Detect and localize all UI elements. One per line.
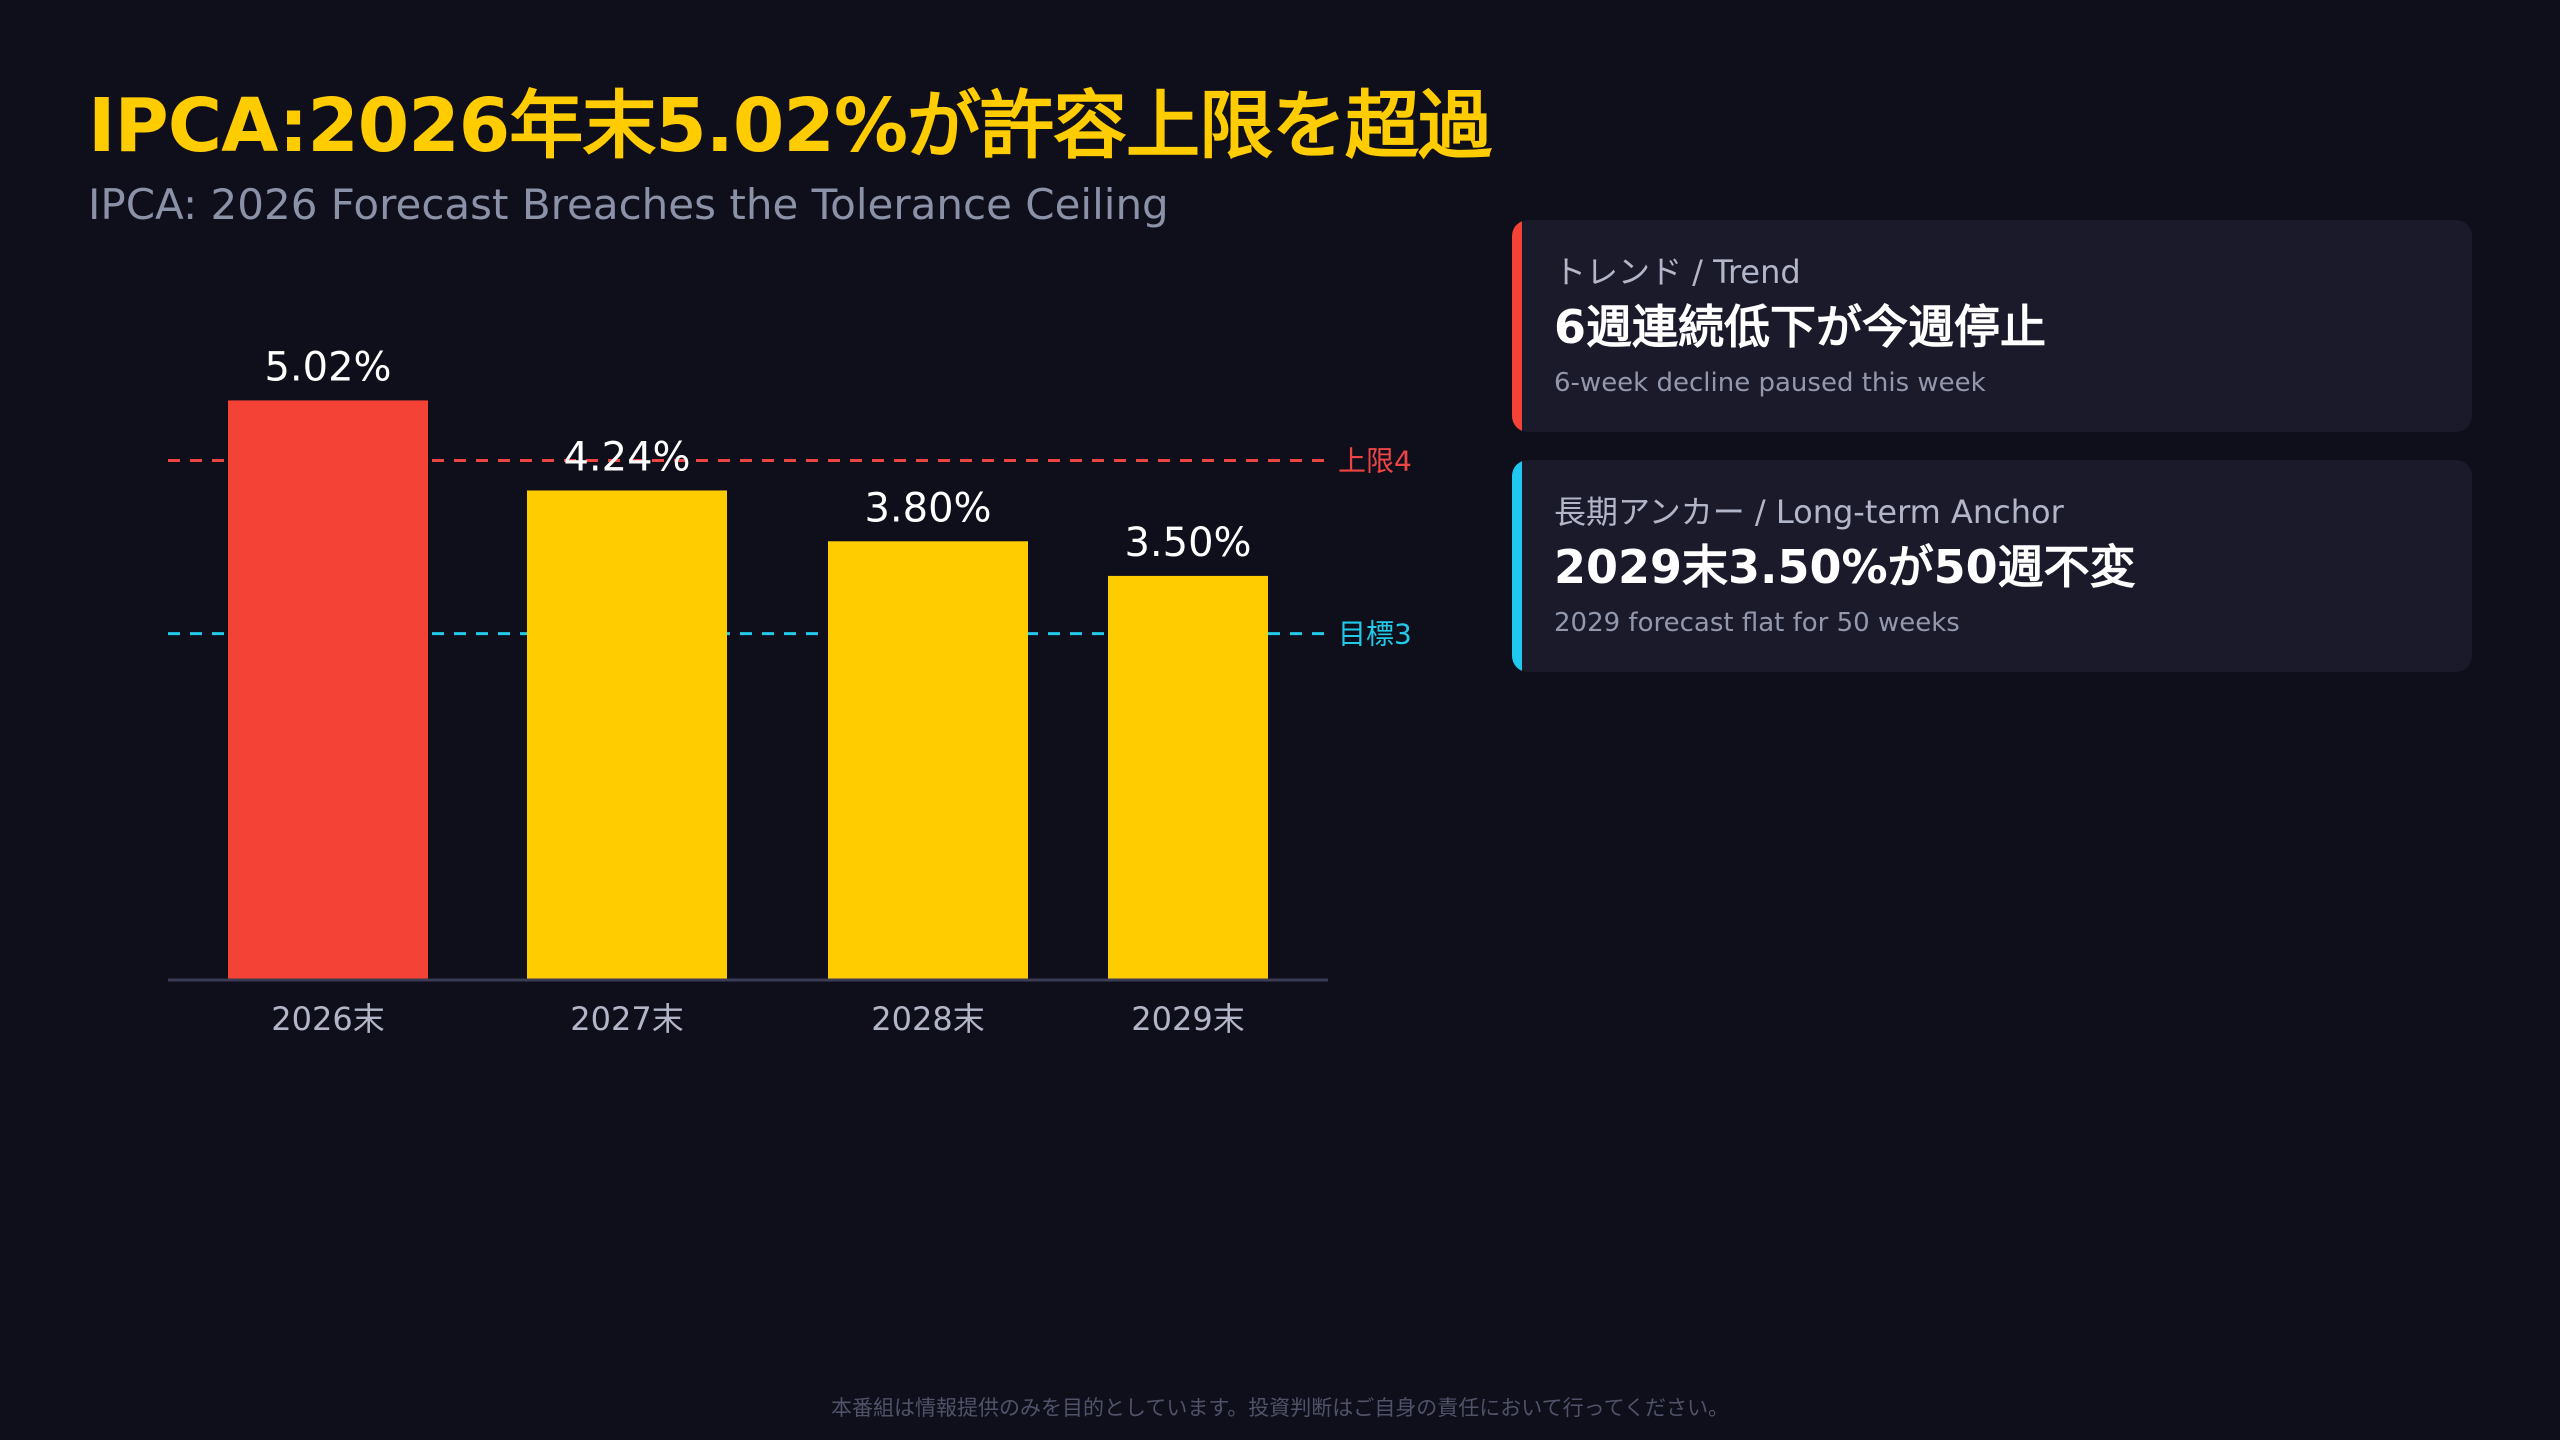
bar — [828, 541, 1028, 980]
card-label: トレンド / Trend — [1554, 253, 1801, 291]
bar-value-label: 4.24% — [563, 434, 690, 480]
card-accent-bar — [1512, 460, 1522, 672]
bar — [228, 400, 428, 980]
card-label: 長期アンカー / Long-term Anchor — [1554, 493, 2064, 531]
card-headline: 2029末3.50%が50週不変 — [1554, 540, 2136, 594]
trend-card: トレンド / Trend 6週連続低下が今週停止 6-week decline … — [1512, 220, 2472, 432]
value-labels: 5.02% 4.24% 3.80% 3.50% — [264, 344, 1251, 565]
x-tick-label: 2027末 — [570, 1000, 683, 1038]
reference-line-label: 上限4 — [1338, 444, 1412, 477]
page-title: IPCA:2026年末5.02%が許容上限を超過 — [88, 83, 1492, 169]
bar — [527, 490, 727, 980]
bar-value-label: 3.50% — [1124, 520, 1251, 566]
x-tick-labels: 2026末 2027末 2028末 2029末 — [271, 1000, 1244, 1038]
card-accent-bar — [1512, 220, 1522, 432]
anchor-card: 長期アンカー / Long-term Anchor 2029末3.50%が50週… — [1512, 460, 2472, 672]
bar-value-label: 5.02% — [264, 344, 391, 390]
card-note: 2029 forecast flat for 50 weeks — [1554, 608, 1960, 638]
bars — [228, 400, 1268, 980]
card-headline: 6週連続低下が今週停止 — [1554, 300, 2047, 354]
bar-value-label: 3.80% — [864, 485, 991, 531]
x-tick-label: 2029末 — [1131, 1000, 1244, 1038]
reference-lines: 上限4 目標3 — [168, 444, 1412, 651]
bar — [1108, 575, 1268, 980]
disclaimer-text: 本番組は情報提供のみを目的としています。投資判断はご自身の責任において行ってくだ… — [831, 1396, 1729, 1420]
x-tick-label: 2026末 — [271, 1000, 384, 1038]
reference-line-label: 目標3 — [1338, 618, 1412, 651]
page-subtitle: IPCA: 2026 Forecast Breaches the Toleran… — [88, 180, 1169, 229]
card-note: 6-week decline paused this week — [1554, 368, 1986, 398]
x-tick-label: 2028末 — [871, 1000, 984, 1038]
